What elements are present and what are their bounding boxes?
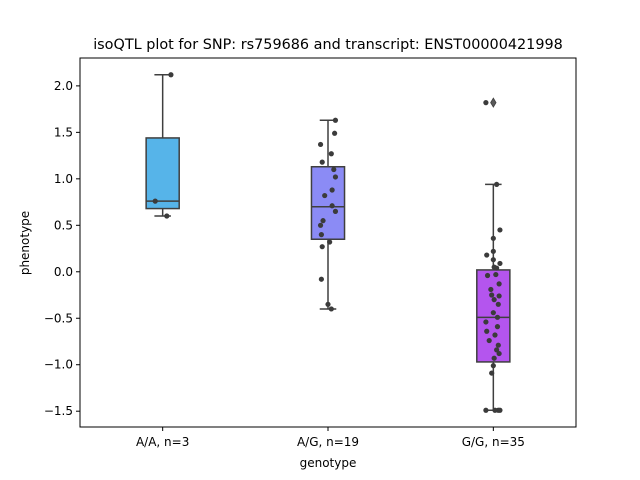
x-axis-label: genotype xyxy=(300,456,357,470)
data-point-a-a-n-3-2 xyxy=(164,213,170,219)
data-point-a-g-n-19-16 xyxy=(325,301,331,307)
data-point-g-g-n-35-12 xyxy=(488,286,494,293)
data-point-a-g-n-19-14 xyxy=(319,244,325,250)
data-point-g-g-n-35-4 xyxy=(490,248,496,254)
y-tick-label: 0.5 xyxy=(54,218,73,232)
box-group-a-g-n-19 xyxy=(310,119,346,310)
data-point-a-g-n-19-17 xyxy=(328,306,334,312)
plot-area xyxy=(145,72,511,413)
data-point-g-g-n-35-7 xyxy=(497,260,503,267)
data-point-g-g-n-35-27 xyxy=(490,363,496,369)
data-point-a-g-n-19-5 xyxy=(332,174,339,180)
y-tick-label: 1.0 xyxy=(54,172,73,186)
data-point-a-g-n-19-13 xyxy=(327,239,333,245)
data-point-g-g-n-35-33 xyxy=(496,293,502,299)
data-point-g-g-n-35-20 xyxy=(484,328,490,334)
data-point-g-g-n-35-10 xyxy=(484,272,491,279)
box-g-g-n-35 xyxy=(476,269,511,363)
data-point-g-g-n-35-1 xyxy=(494,181,500,188)
data-point-g-g-n-35-28 xyxy=(489,370,495,376)
data-point-a-g-n-19-11 xyxy=(317,222,324,228)
data-point-g-g-n-35-21 xyxy=(492,332,498,338)
data-point-a-g-n-19-2 xyxy=(317,141,324,148)
data-point-a-g-n-19-0 xyxy=(332,117,339,123)
y-tick-label: 2.0 xyxy=(54,79,73,93)
data-point-g-g-n-35-5 xyxy=(484,252,490,258)
data-point-a-g-n-19-9 xyxy=(332,208,339,214)
data-point-g-g-n-35-11 xyxy=(496,281,502,287)
data-point-a-g-n-19-10 xyxy=(320,218,326,224)
data-point-a-a-n-3-1 xyxy=(152,198,158,204)
data-point-g-g-n-35-18 xyxy=(483,319,489,325)
data-point-a-g-n-19-3 xyxy=(328,151,334,157)
data-point-g-g-n-35-2 xyxy=(497,227,503,233)
chart-title: isoQTL plot for SNP: rs759686 and transc… xyxy=(93,37,563,53)
data-point-g-g-n-35-26 xyxy=(491,355,497,361)
data-point-g-g-n-35-19 xyxy=(494,324,501,330)
data-point-g-g-n-35-0 xyxy=(483,100,489,106)
data-point-g-g-n-35-32 xyxy=(497,407,503,413)
y-tick-label: −1.5 xyxy=(44,404,73,418)
data-point-a-g-n-19-7 xyxy=(322,192,328,199)
y-tick-label: 1.5 xyxy=(54,125,73,139)
data-point-a-g-n-19-15 xyxy=(318,276,324,282)
data-point-g-g-n-35-3 xyxy=(490,235,496,241)
box-a-g-n-19 xyxy=(310,165,346,240)
data-point-a-g-n-19-18 xyxy=(331,166,337,173)
x-tick-label: A/G, n=19 xyxy=(297,435,359,449)
data-point-a-a-n-3-0 xyxy=(168,72,174,78)
box-a-a-n-3 xyxy=(145,137,180,210)
data-point-g-g-n-35-23 xyxy=(495,342,501,348)
data-point-g-g-n-35-17 xyxy=(494,314,501,320)
strip-points-a-g-n-19 xyxy=(317,117,339,312)
y-tick-label: 0.0 xyxy=(54,265,73,279)
data-point-g-g-n-35-25 xyxy=(496,350,502,357)
axes: −1.5 −1.0 −0.5 0.0 0.5 1.0 1.5 2.0 A/A, n=3 A/G, … xyxy=(44,57,577,449)
y-axis-label: phenotype xyxy=(18,211,32,275)
data-point-g-g-n-35-13 xyxy=(489,292,495,298)
y-tick-label: −1.0 xyxy=(44,358,73,372)
data-point-g-g-n-35-15 xyxy=(495,301,501,307)
data-point-g-g-n-35-14 xyxy=(491,297,497,303)
x-tick-label: G/G, n=35 xyxy=(462,435,525,449)
strip-points-g-g-n-35 xyxy=(483,100,503,413)
outlier-g-g-n-35-0 xyxy=(490,97,497,108)
data-point-g-g-n-35-6 xyxy=(490,257,496,263)
data-point-g-g-n-35-22 xyxy=(486,337,492,344)
box-group-a-a-n-3 xyxy=(145,73,180,217)
strip-points-a-a-n-3 xyxy=(152,72,174,219)
data-point-a-g-n-19-6 xyxy=(329,187,335,193)
data-point-g-g-n-35-24 xyxy=(494,347,500,353)
data-point-g-g-n-35-16 xyxy=(490,310,496,316)
data-point-g-g-n-35-34 xyxy=(493,271,499,278)
data-point-a-g-n-19-12 xyxy=(318,231,324,238)
data-point-g-g-n-35-29 xyxy=(483,407,489,413)
x-tick-label: A/A, n=3 xyxy=(136,435,189,449)
data-point-a-g-n-19-1 xyxy=(332,130,338,136)
y-tick-label: −0.5 xyxy=(44,311,73,325)
data-point-a-g-n-19-4 xyxy=(319,159,325,165)
data-point-a-g-n-19-8 xyxy=(329,203,335,209)
data-point-g-g-n-35-9 xyxy=(494,265,500,271)
